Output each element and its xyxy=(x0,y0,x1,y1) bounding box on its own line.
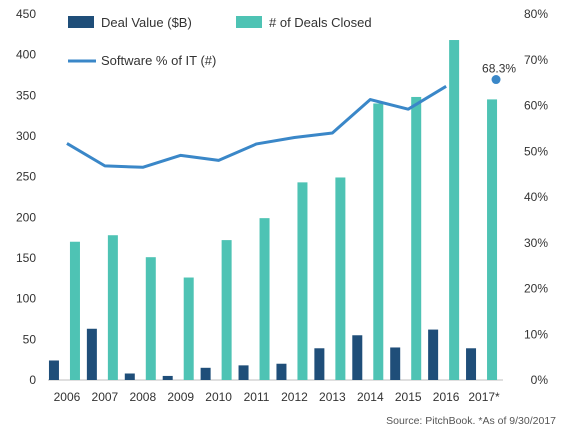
x-tick-label: 2011 xyxy=(244,390,270,404)
bar-deal-value xyxy=(314,348,325,380)
bar-deals-closed xyxy=(487,99,498,381)
right-tick-label: 80% xyxy=(524,7,548,21)
bar-deal-value xyxy=(238,365,249,380)
left-tick-label: 250 xyxy=(16,170,36,184)
bar-deals-closed xyxy=(297,182,308,380)
x-tick-label: 2013 xyxy=(319,390,346,404)
bar-deal-value xyxy=(162,375,173,380)
legend-label-deal-value: Deal Value ($B) xyxy=(101,15,192,30)
x-tick-label: 2006 xyxy=(54,390,81,404)
bar-deal-value xyxy=(390,347,401,380)
left-tick-label: 400 xyxy=(16,48,36,62)
bar-deal-value xyxy=(276,363,287,380)
legend-label-deals-closed: # of Deals Closed xyxy=(269,15,372,30)
bar-deals-closed xyxy=(373,103,384,380)
line-software-pct xyxy=(66,85,447,169)
left-tick-label: 450 xyxy=(16,7,36,21)
left-tick-label: 150 xyxy=(16,251,36,265)
bar-deal-value xyxy=(48,360,59,380)
right-tick-label: 60% xyxy=(524,99,548,113)
legend-swatch-deal-value xyxy=(68,16,94,28)
source-note: Source: PitchBook. *As of 9/30/2017 xyxy=(386,415,556,427)
x-tick-label: 2017* xyxy=(468,390,500,404)
bar-deals-closed xyxy=(449,40,460,380)
right-tick-label: 40% xyxy=(524,190,548,204)
bar-deal-value xyxy=(466,348,477,380)
bar-deal-value xyxy=(200,367,211,380)
x-axis-ticks: 2006 2007 2008 2009 2010 2011 2012 2013 2014 2015… xyxy=(54,390,500,404)
left-tick-label: 200 xyxy=(16,210,36,224)
x-tick-label: 2007 xyxy=(92,390,119,404)
x-tick-label: 2010 xyxy=(205,390,232,404)
bar-deals-closed xyxy=(107,235,118,380)
x-tick-label: 2008 xyxy=(129,390,156,404)
x-tick-label: 2014 xyxy=(357,390,384,404)
left-axis-ticks: 0 50 100 150 200 250 300 350 400 450 xyxy=(16,7,36,387)
left-tick-label: 300 xyxy=(16,129,36,143)
left-tick-label: 50 xyxy=(23,332,37,346)
marker-point xyxy=(491,75,501,85)
right-tick-label: 20% xyxy=(524,282,548,296)
bar-deals-closed xyxy=(411,96,422,381)
bar-deal-value xyxy=(352,335,363,380)
marker-label: 68.3% xyxy=(482,62,516,76)
legend-label-software-pct: Software % of IT (#) xyxy=(101,53,216,68)
bar-deals-closed xyxy=(221,240,232,380)
bar-deals-closed xyxy=(69,241,80,380)
right-tick-label: 0% xyxy=(531,373,549,387)
bar-deals-closed xyxy=(335,177,346,380)
right-tick-label: 50% xyxy=(524,144,548,158)
x-tick-label: 2015 xyxy=(395,390,422,404)
legend: Deal Value ($B) # of Deals Closed Softwa… xyxy=(68,15,372,68)
bars xyxy=(48,40,498,381)
x-tick-label: 2012 xyxy=(281,390,308,404)
legend-swatch-deals-closed xyxy=(236,16,262,28)
right-tick-label: 30% xyxy=(524,236,548,250)
bar-deals-closed xyxy=(145,257,156,380)
left-tick-label: 350 xyxy=(16,88,36,102)
bar-deal-value xyxy=(86,328,97,380)
bar-deal-value xyxy=(124,373,135,380)
left-tick-label: 0 xyxy=(29,373,36,387)
left-tick-label: 100 xyxy=(16,292,36,306)
x-tick-label: 2009 xyxy=(167,390,194,404)
right-tick-label: 10% xyxy=(524,327,548,341)
right-tick-label: 70% xyxy=(524,53,548,67)
bar-deal-value xyxy=(428,329,439,380)
x-tick-label: 2016 xyxy=(433,390,460,404)
bar-deals-closed xyxy=(259,218,270,380)
line-series: 68.3% xyxy=(66,62,516,169)
right-axis-ticks: 0% 10% 20% 30% 40% 50% 60% 70% 80% xyxy=(524,7,548,387)
bar-deals-closed xyxy=(183,277,194,380)
